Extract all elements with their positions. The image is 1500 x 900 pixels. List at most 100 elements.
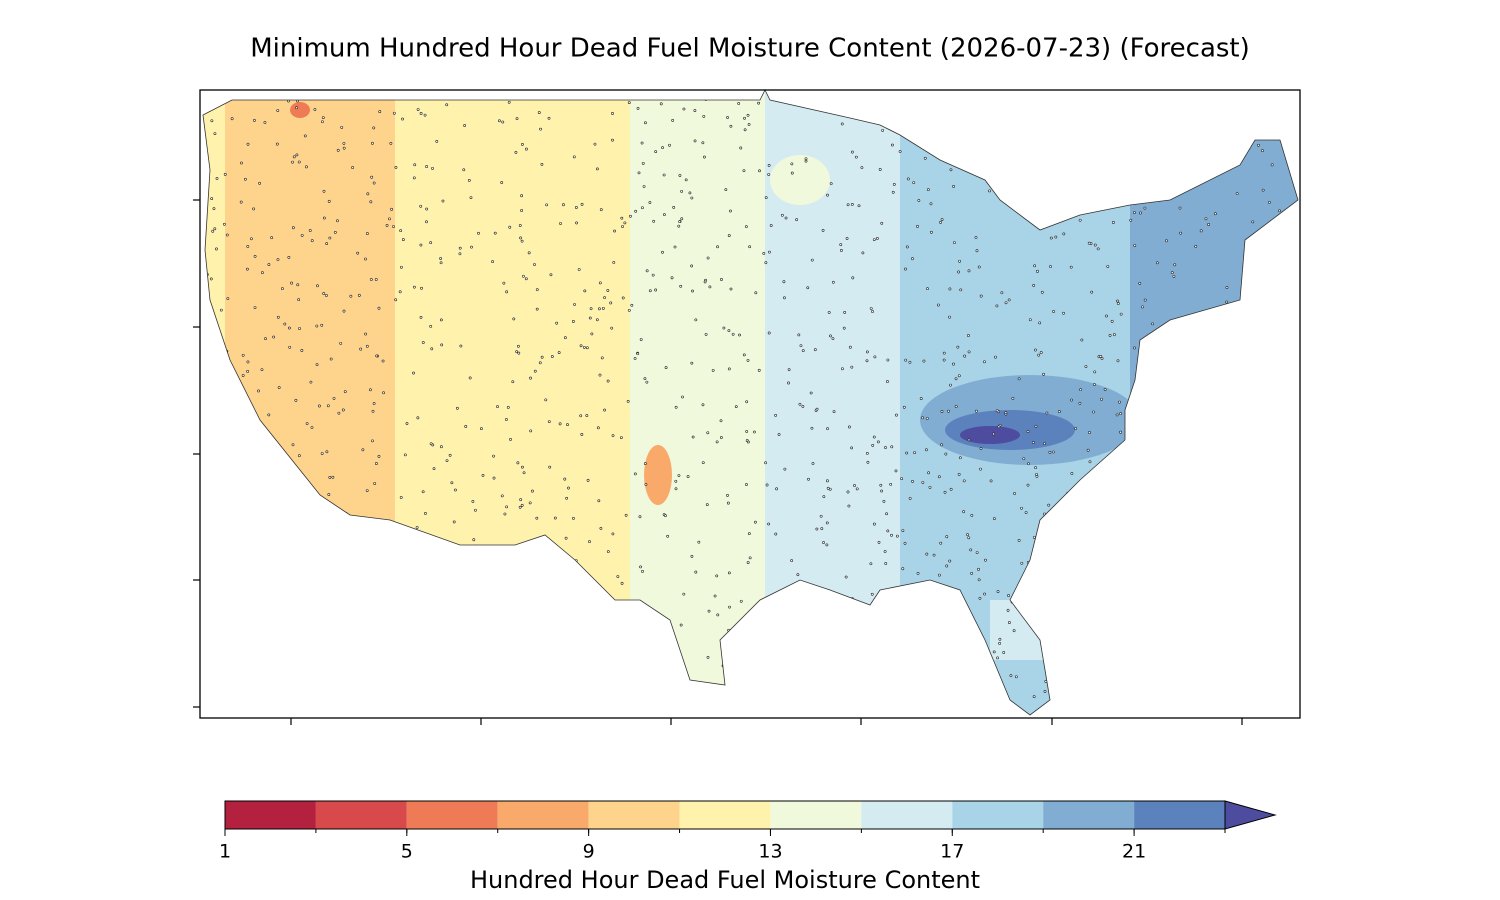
station [904, 358, 908, 362]
station [677, 224, 681, 228]
station [1072, 508, 1076, 512]
station [292, 570, 296, 574]
station [925, 602, 929, 606]
station [694, 570, 698, 574]
station [1084, 598, 1088, 602]
station [939, 541, 943, 545]
station [1263, 575, 1267, 579]
station [633, 357, 637, 360]
station [520, 194, 524, 198]
station [545, 707, 549, 710]
station [1048, 450, 1052, 454]
station [215, 247, 218, 251]
station [389, 524, 393, 528]
station [900, 477, 904, 480]
station [419, 112, 423, 115]
station [903, 541, 907, 545]
station [1168, 656, 1172, 660]
station [693, 139, 697, 143]
station [1144, 354, 1148, 358]
station [872, 692, 875, 695]
station [839, 243, 843, 247]
station [1020, 148, 1024, 151]
station [957, 472, 961, 476]
station [827, 311, 831, 314]
station [766, 630, 769, 634]
station [458, 246, 462, 250]
station [464, 425, 468, 428]
station [533, 369, 537, 373]
station [375, 551, 379, 555]
colorbar-label: Hundred Hour Dead Fuel Moisture Content [470, 866, 980, 894]
station [1286, 221, 1290, 224]
station [694, 318, 698, 322]
station [615, 658, 619, 662]
station [508, 225, 512, 229]
station [950, 607, 954, 611]
station [598, 373, 602, 377]
station [323, 663, 327, 667]
colorbar-bin [406, 801, 498, 829]
colorbar-bin [588, 801, 680, 829]
station [210, 119, 214, 123]
station [1236, 517, 1240, 521]
station [686, 475, 690, 478]
station [332, 396, 336, 400]
station [958, 259, 961, 263]
station [1125, 501, 1128, 505]
station [1043, 557, 1047, 561]
station [1033, 264, 1037, 268]
station [577, 268, 581, 271]
station [905, 245, 909, 249]
station [322, 189, 326, 193]
station [783, 467, 787, 471]
station [606, 550, 610, 554]
station [424, 512, 427, 515]
station [671, 118, 675, 122]
station [1217, 95, 1221, 99]
station [562, 559, 566, 563]
station [1104, 523, 1108, 527]
station [661, 250, 664, 254]
station [329, 357, 333, 361]
station [1205, 404, 1209, 407]
station [1087, 241, 1091, 245]
station [522, 471, 526, 475]
station [1256, 330, 1259, 334]
station [415, 525, 419, 529]
station [515, 117, 519, 121]
station [320, 452, 324, 455]
station [1207, 223, 1211, 226]
station [572, 155, 576, 159]
station [361, 448, 365, 452]
station [241, 353, 245, 357]
station [636, 352, 640, 356]
station [1080, 158, 1084, 162]
station [1133, 346, 1136, 350]
station [592, 673, 596, 677]
station [962, 479, 966, 483]
station [640, 206, 644, 210]
station [879, 483, 883, 487]
station [722, 326, 726, 330]
station [271, 528, 275, 532]
station [315, 541, 319, 545]
station [947, 615, 950, 618]
station [1151, 514, 1155, 517]
station [822, 495, 826, 499]
station [1179, 231, 1183, 235]
station [243, 177, 247, 181]
station [946, 121, 950, 125]
station [954, 377, 958, 381]
station [746, 630, 750, 634]
station [239, 200, 243, 204]
station [728, 605, 731, 609]
station [1250, 506, 1253, 510]
station [949, 383, 952, 387]
station [936, 303, 940, 307]
colorbar-tick-label: 9 [583, 841, 595, 863]
station [445, 103, 449, 107]
station [511, 380, 515, 384]
station [1197, 623, 1201, 627]
station [313, 588, 317, 592]
